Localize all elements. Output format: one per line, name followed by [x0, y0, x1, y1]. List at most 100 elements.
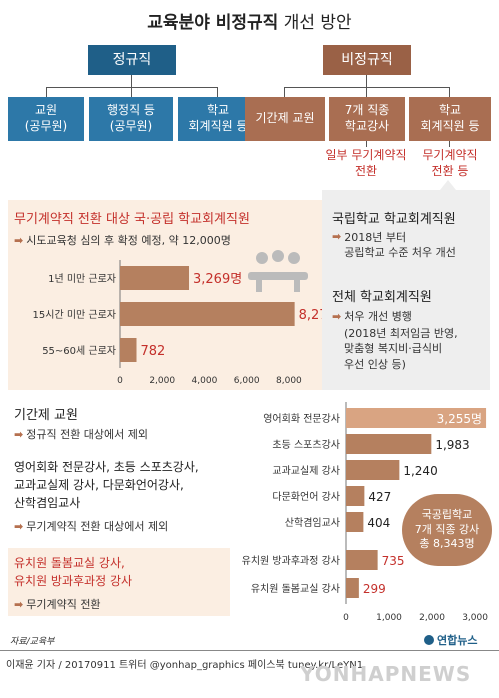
arrow-icon: ➡ [14, 520, 24, 533]
bar-value-label: 1,240 [403, 464, 437, 478]
logo-icon [424, 635, 434, 645]
x-tick-label: 1,000 [376, 613, 402, 623]
panel2-a2: ➡ 처우 개선 병행 [332, 308, 412, 324]
connector [131, 75, 132, 87]
panel2-a2-sub: (2018년 최저임금 반영, 맞춤형 복지비·급식비 우선 인상 등) [344, 327, 458, 371]
bar-category-label: 산학겸임교사 [285, 516, 340, 529]
footer-rule [0, 650, 499, 651]
regular-child-accounting: 학교 회계직원 등 [178, 97, 258, 141]
panel1-bg [8, 200, 322, 390]
x-tick-label: 8,000 [276, 376, 302, 386]
panel3-a3: ➡ 무기계약직 전환 [14, 596, 101, 612]
x-tick-label: 4,000 [192, 376, 218, 386]
bar-category-label: 15시간 미만 근로자 [33, 309, 116, 321]
connector [46, 87, 47, 97]
watermark: YONHAPNEWS [300, 662, 472, 686]
panel3-h1: 기간제 교원 [14, 408, 78, 423]
panel3-highlight-bg [8, 548, 230, 616]
connector [366, 141, 367, 147]
connector [46, 87, 218, 88]
bar-value-label: 782 [141, 344, 166, 359]
bar [120, 302, 295, 326]
panel1-arrow-text: 시도교육청 심의 후 확정 예정, 약 12,000명 [26, 234, 231, 247]
connector [131, 87, 132, 97]
x-tick-label: 0 [117, 376, 123, 386]
bar [120, 266, 190, 290]
bar-value-label: 8,272 [299, 308, 322, 323]
irregular-box: 비정규직 [323, 45, 411, 75]
x-tick-label: 0 [343, 613, 349, 623]
connector [217, 87, 218, 97]
panel2-h1: 국립학교 학교회계직원 [332, 212, 456, 227]
x-tick-label: 6,000 [234, 376, 260, 386]
bar [346, 486, 365, 506]
footer-credit: 이재윤 기자 / 20170911 트위터 @yonhap_graphics 페… [6, 660, 364, 671]
bar [346, 434, 432, 454]
total-badge: 국공립학교 7개 직종 강사 총 8,343명 [402, 494, 492, 566]
panel2-bg [322, 200, 490, 390]
bar [346, 512, 364, 532]
arrow-icon: ➡ [14, 598, 24, 611]
note-partial: 일부 무기계약직 전환 [325, 148, 407, 178]
panel3-h2: 영어회화 전문강사, 초등 스포츠강사, 교과교실제 강사, 다문화언어강사, … [14, 460, 199, 510]
regular-child-teacher: 교원 (공무원) [8, 97, 84, 141]
bar-category-label: 교과교실제 강사 [272, 465, 340, 477]
arrow-icon: ➡ [332, 230, 342, 243]
logo-text: 연합뉴스 [437, 634, 478, 647]
bar-category-label: 다문화언어 강사 [272, 491, 340, 503]
bar-category-label: 55~60세 근로자 [42, 345, 116, 357]
panel2-a2-text: 처우 개선 병행 [344, 310, 412, 323]
panel2-a1: ➡ 2018년 부터 공립학교 수준 처우 개선 [332, 230, 456, 261]
connector [284, 87, 450, 88]
connector [449, 87, 450, 97]
x-tick-label: 3,000 [462, 613, 488, 623]
arrow-icon: ➡ [332, 310, 342, 323]
bar-category-label: 유치원 돌봄교실 강사 [251, 583, 340, 595]
panel3-h3: 유치원 돌봄교실 강사, 유치원 방과후과정 강사 [14, 556, 133, 588]
panel2-h2: 전체 학교회계직원 [332, 290, 432, 305]
bar [120, 338, 137, 362]
bar-value-label: 3,255명 [437, 412, 482, 426]
source: 자료/교육부 [10, 637, 55, 647]
connector [449, 141, 450, 147]
irregular-child-contract: 기간제 교원 [245, 97, 325, 141]
page-title: 교육분야 비정규직 개선 방안 [0, 8, 499, 33]
bar-value-label: 404 [367, 516, 390, 530]
x-tick-label: 2,000 [419, 613, 445, 623]
bar [346, 578, 359, 598]
panel3-a2: ➡ 무기계약직 전환 대상에서 제외 [14, 518, 168, 534]
regular-box: 정규직 [88, 45, 176, 75]
bar [346, 550, 378, 570]
logo: 연합뉴스 [424, 632, 477, 648]
chart-school-workers: 1년 미만 근로자 3,269명 15시간 미만 근로자 8,272 55~60세 근로… [33, 260, 322, 386]
irregular-child-instructors: 7개 직종 학교강사 [329, 97, 405, 141]
bar-category-label: 초등 스포츠강사 [272, 439, 340, 451]
title-light: 개선 방안 [278, 13, 352, 33]
bar-value-label: 299 [363, 582, 386, 596]
arrow-icon: ➡ [14, 428, 24, 441]
bar-value-label: 735 [382, 554, 405, 568]
irregular-child-accounting: 학교 회계직원 등 [409, 97, 491, 141]
connector [366, 75, 367, 87]
panel3-a1: ➡ 정규직 전환 대상에서 제외 [14, 426, 148, 442]
bar-category-label: 영어회화 전문강사 [263, 413, 340, 425]
panel3-a3-text: 무기계약직 전환 [26, 598, 101, 611]
panel3-a2-text: 무기계약직 전환 대상에서 제외 [26, 520, 169, 533]
bar [346, 408, 487, 428]
bar-value-label: 1,983 [435, 438, 469, 452]
regular-child-admin: 행정직 등 (공무원) [89, 97, 173, 141]
x-tick-label: 2,000 [149, 376, 175, 386]
title-bold: 교육분야 비정규직 [147, 13, 279, 33]
bar [346, 460, 400, 480]
arrow-icon: ➡ [14, 234, 24, 247]
bar-value-label: 3,269명 [193, 272, 242, 287]
panel1-arrow: ➡ 시도교육청 심의 후 확정 예정, 약 12,000명 [14, 232, 231, 248]
connector [366, 87, 367, 97]
note-full: 무기계약직 전환 등 [422, 148, 478, 178]
meeting-icon [248, 250, 308, 292]
panel3-a1-text: 정규직 전환 대상에서 제외 [26, 428, 149, 441]
bar-category-label: 유치원 방과후과정 강사 [242, 555, 340, 567]
bar-value-label: 427 [368, 490, 391, 504]
